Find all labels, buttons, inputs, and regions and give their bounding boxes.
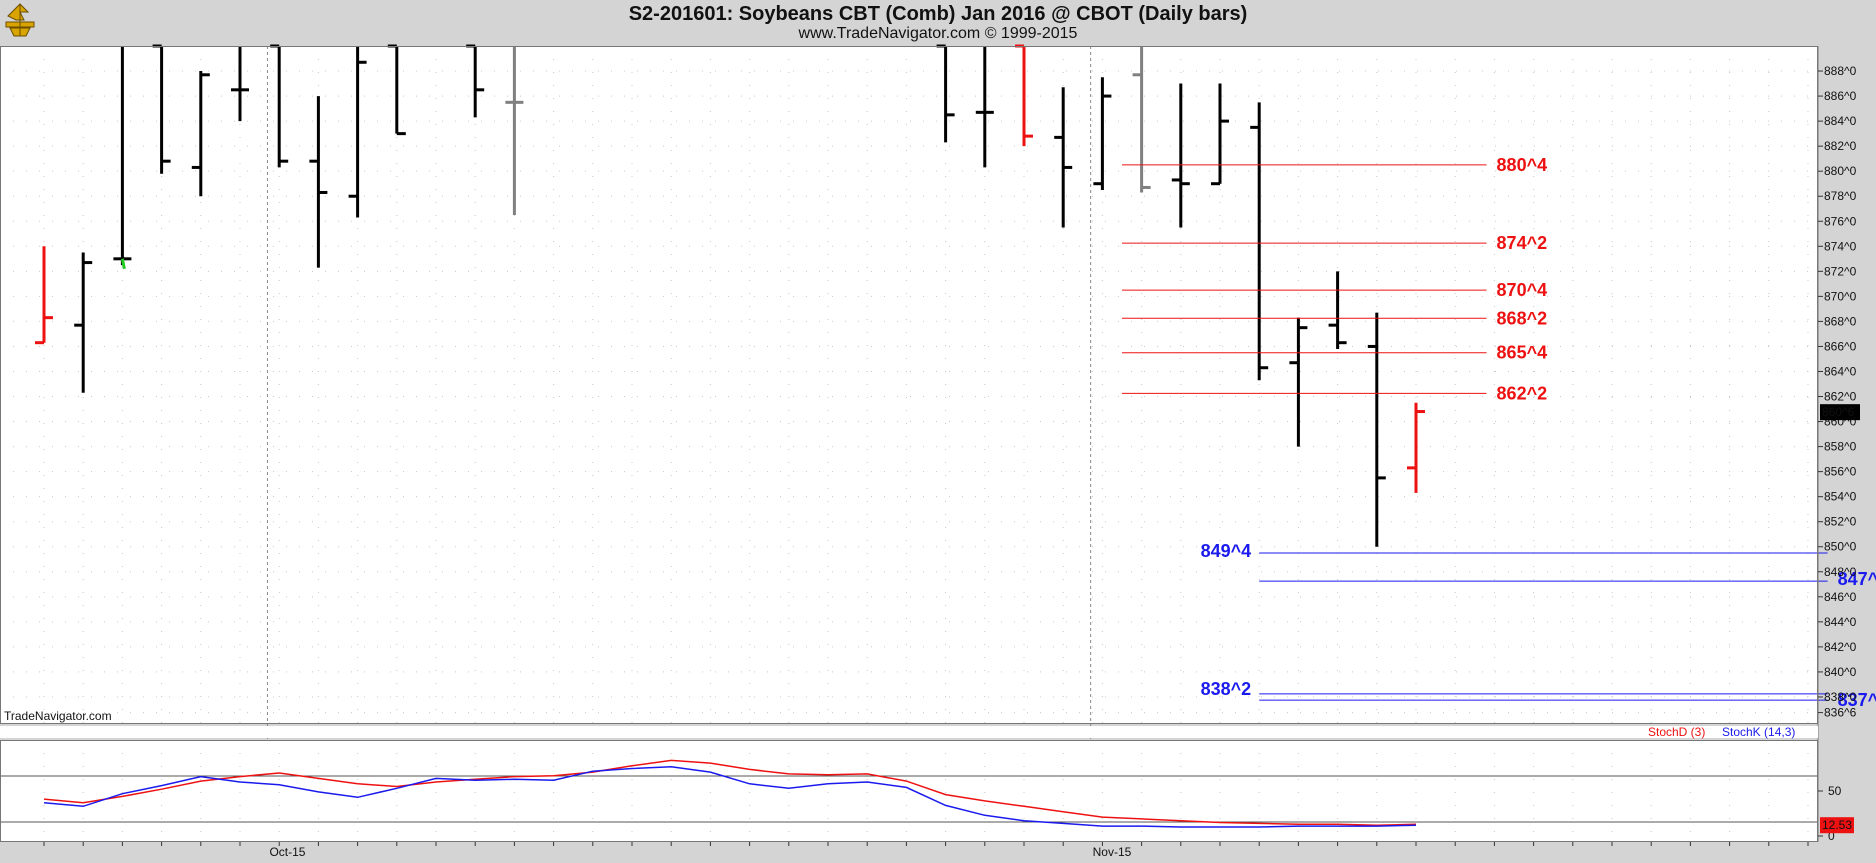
last-price-marker: [1820, 404, 1860, 421]
date-tick-label: Nov-15: [1093, 845, 1132, 859]
level-label: 880^4: [1497, 155, 1548, 175]
price-tick-label: 880^0: [1824, 164, 1857, 178]
price-tick-label: 886^0: [1824, 89, 1857, 103]
stoch-tick-label: 0: [1828, 829, 1835, 843]
last-stoch-marker: [1820, 817, 1854, 834]
stochastic-lines: [43, 759, 1417, 828]
price-tick-label: 846^0: [1824, 590, 1857, 604]
price-tick-label: 876^0: [1824, 214, 1857, 228]
price-tick-label: 882^0: [1824, 139, 1857, 153]
ohlc-bar: [975, 46, 994, 168]
ohlc-bar: [348, 46, 367, 218]
price-tick-label: 854^0: [1824, 490, 1857, 504]
stochastic-axis: 50 012.53: [1818, 784, 1854, 843]
date-tick-label: Oct-15: [269, 845, 305, 859]
ohlc-bar: [35, 246, 53, 345]
level-label: 868^2: [1497, 308, 1548, 328]
price-tick-label: 842^0: [1824, 640, 1857, 654]
level-label: 870^4: [1497, 280, 1548, 300]
stoch-d-line: [43, 759, 1417, 826]
ohlc-bar: [1367, 312, 1386, 547]
price-tick-label: 840^0: [1824, 665, 1857, 679]
level-label: 838^2: [1201, 679, 1252, 699]
indicator-header-strip: [0, 726, 1818, 738]
stoch-tick-label: 50: [1828, 784, 1842, 798]
ohlc-bar: [1093, 77, 1112, 190]
stochastic-panel-border: [0, 740, 1818, 842]
ohlc-bar: [505, 46, 524, 215]
price-tick-label: 836^6: [1824, 706, 1857, 720]
price-tick-label: 870^0: [1824, 289, 1857, 303]
ohlc-bar: [1211, 83, 1229, 186]
level-label: 849^4: [1201, 541, 1252, 561]
price-tick-label: 884^0: [1824, 114, 1857, 128]
price-tick-label: 866^0: [1824, 339, 1857, 353]
ohlc-bar: [231, 46, 249, 122]
price-axis: 836^6 838^0 840^0 842^0 844^0 846^0 848^0 850^0…: [1817, 46, 1860, 842]
level-label: 874^2: [1497, 233, 1548, 253]
price-tick-label: 864^0: [1824, 364, 1857, 378]
stoch-k-line: [43, 765, 1417, 828]
level-label: 847^2: [1838, 569, 1876, 589]
bar-highlight-mark: [120, 258, 126, 270]
ohlc-bar: [1328, 271, 1347, 349]
ohlc-bar: [309, 96, 328, 268]
price-tick-label: 856^0: [1824, 465, 1857, 479]
price-tick-label: 868^0: [1824, 314, 1857, 328]
price-tick-label: 858^0: [1824, 440, 1857, 454]
last-price-label: 860^6: [1822, 405, 1855, 419]
stoch-k-legend: StochK (14,3): [1722, 725, 1795, 739]
month-separators: [266, 46, 1092, 842]
last-stoch-label: 12.53: [1822, 818, 1852, 832]
price-tick-label: 850^0: [1824, 540, 1857, 554]
price-tick-label: 838^0: [1824, 690, 1857, 704]
price-levels: 880^4 874^2 870^4 868^2 865^4 862^2 849^4 847^2…: [1122, 155, 1876, 710]
price-bars: [35, 44, 1425, 547]
ohlc-bar: [1054, 87, 1073, 228]
watermark: TradeNavigator.com: [4, 709, 112, 723]
price-tick-label: 844^0: [1824, 615, 1857, 629]
chart-title: S2-201601: Soybeans CBT (Comb) Jan 2016 …: [628, 3, 1248, 25]
price-tick-label: 848^0: [1824, 565, 1857, 579]
price-tick-label: 852^0: [1824, 515, 1857, 529]
tradenavigator-logo-icon: [5, 3, 35, 37]
level-label: 865^4: [1497, 343, 1548, 363]
ohlc-bar: [1250, 102, 1269, 381]
stoch-d-legend: StochD (3): [1648, 725, 1705, 739]
price-tick-label: 872^0: [1824, 264, 1857, 278]
ohlc-bar: [1289, 317, 1308, 447]
price-tick-label: 878^0: [1824, 189, 1857, 203]
level-label: 837^6: [1838, 690, 1876, 710]
ohlc-bar: [1132, 46, 1151, 193]
price-tick-label: 874^0: [1824, 239, 1857, 253]
price-panel-border: [0, 46, 1818, 724]
chart-subtitle: www.TradeNavigator.com © 1999-2015: [798, 25, 1078, 42]
ohlc-bar: [1171, 83, 1190, 228]
stochastic-panel: [0, 740, 1818, 842]
ohlc-bar: [1407, 402, 1425, 493]
price-panel: [0, 46, 1818, 724]
price-tick-label: 862^0: [1824, 390, 1857, 404]
date-axis: Oct-15 Nov-15: [43, 842, 1809, 859]
ohlc-bar: [191, 71, 210, 197]
ohlc-bar: [74, 252, 93, 393]
level-label: 862^2: [1497, 383, 1548, 403]
price-tick-label: 888^0: [1824, 64, 1857, 78]
